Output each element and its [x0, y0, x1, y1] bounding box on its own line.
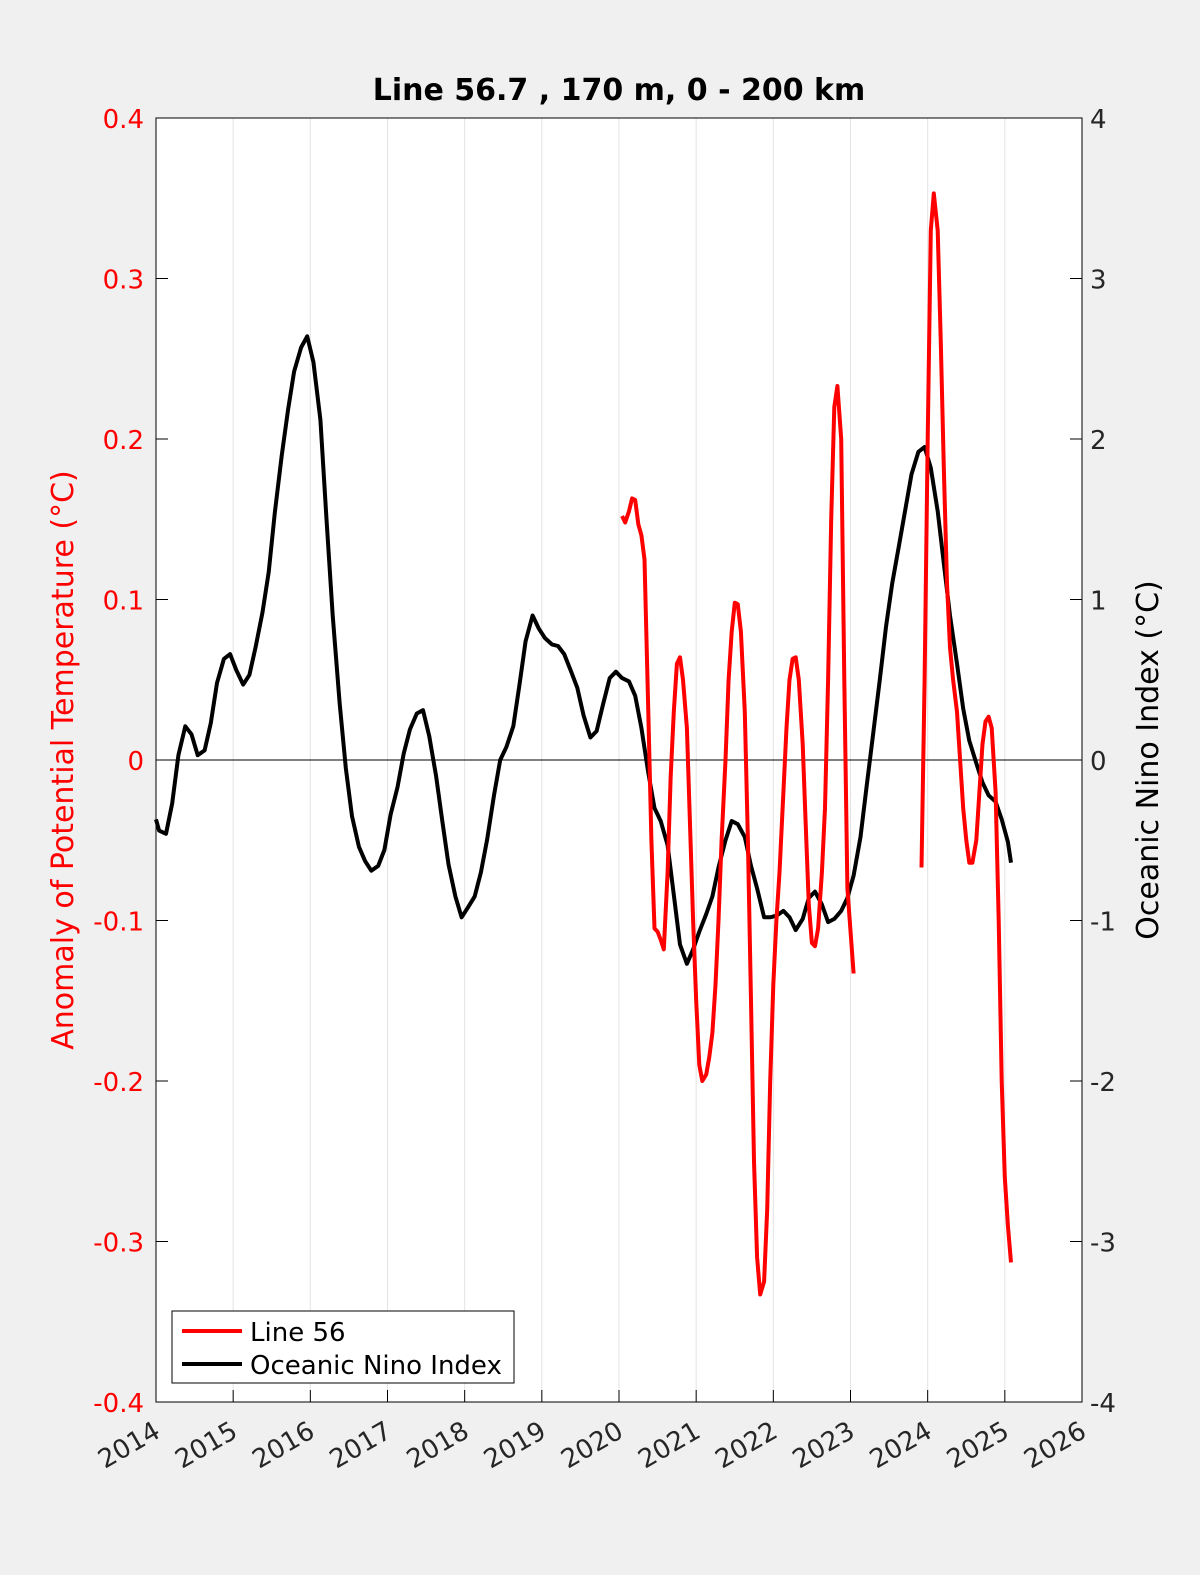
legend-label-oni: Oceanic Nino Index — [250, 1351, 502, 1381]
y-right-tick-label: 1 — [1090, 587, 1107, 617]
right-y-axis: 4 3 2 1 0 -1 -2 -3 -4 — [1070, 105, 1116, 1419]
y-right-tick-label: -1 — [1090, 908, 1116, 938]
y-left-tick-label: 0.2 — [103, 426, 144, 456]
y-right-tick-label: 3 — [1090, 266, 1107, 296]
chart-title: Line 56.7 , 170 m, 0 - 200 km — [373, 73, 866, 108]
left-y-axis: 0.4 0.3 0.2 0.1 0 -0.1 -0.2 -0.3 -0.4 — [93, 105, 168, 1419]
y-right-tick-label: -3 — [1090, 1229, 1116, 1259]
y-right-tick-label: -2 — [1090, 1068, 1116, 1098]
legend-label-line56: Line 56 — [250, 1318, 346, 1348]
series-line-oceanic-nino-index — [154, 334, 1013, 966]
y-left-tick-label: -0.2 — [93, 1068, 144, 1098]
series-line-line-56 — [919, 191, 1013, 1263]
y-left-tick-label: 0.4 — [103, 105, 144, 135]
series-layer — [154, 191, 1013, 1297]
y-left-tick-label: -0.4 — [93, 1389, 144, 1419]
y-right-tick-label: 2 — [1090, 426, 1107, 456]
left-y-axis-label: Anomaly of Potential Temperature (°C) — [46, 470, 81, 1049]
right-y-axis-label: Oceanic Nino Index (°C) — [1131, 580, 1166, 940]
y-right-tick-label: 4 — [1090, 105, 1107, 135]
y-left-tick-label: 0.3 — [103, 266, 144, 296]
y-left-tick-label: 0.1 — [103, 587, 144, 617]
y-right-tick-label: 0 — [1090, 747, 1107, 777]
y-right-tick-label: -4 — [1090, 1389, 1116, 1419]
legend-box — [171, 1310, 515, 1384]
y-left-tick-label: -0.3 — [93, 1229, 144, 1259]
series-line-line-56 — [620, 384, 856, 1297]
y-left-tick-label: 0 — [127, 747, 144, 777]
legend: Line 56 Oceanic Nino Index — [171, 1310, 515, 1384]
y-left-tick-label: -0.1 — [93, 908, 144, 938]
